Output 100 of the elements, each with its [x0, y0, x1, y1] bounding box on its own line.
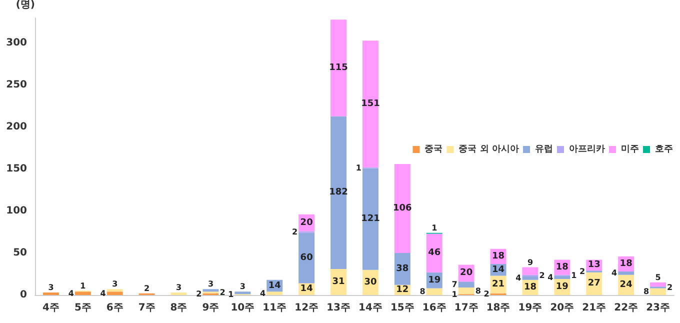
- bar: [42, 292, 59, 295]
- data-label: 18: [492, 251, 505, 262]
- x-tick-label: 18주: [486, 302, 510, 314]
- data-label: 2: [667, 282, 673, 292]
- data-label: 1: [356, 163, 362, 172]
- bar: [426, 234, 442, 272]
- data-label: 1: [452, 290, 458, 300]
- data-label: 2: [539, 271, 545, 280]
- legend-label: 아프리카: [569, 144, 605, 154]
- data-label: 13: [588, 260, 600, 270]
- x-tick-label: 11주: [262, 302, 287, 314]
- data-label: 7: [452, 280, 458, 290]
- data-label: 5: [655, 272, 662, 282]
- data-label: 38: [396, 264, 409, 274]
- bar: [106, 292, 123, 295]
- data-label: 4: [68, 288, 74, 298]
- data-label: 19: [428, 275, 441, 286]
- bar: [362, 40, 378, 168]
- data-label: 18: [620, 258, 632, 269]
- legend-label: 미주: [621, 144, 639, 154]
- bar: [362, 168, 378, 270]
- data-label: 2: [144, 284, 150, 293]
- x-tick-label: 15주: [390, 302, 414, 314]
- data-label: 18: [556, 262, 568, 272]
- data-label: 1: [571, 270, 578, 280]
- x-tick-label: 6주: [106, 302, 124, 314]
- bar: [426, 288, 442, 295]
- data-label: 3: [112, 280, 118, 289]
- bar: [458, 282, 474, 288]
- data-label: 46: [428, 248, 441, 258]
- x-tick-label: 19주: [518, 302, 542, 314]
- x-tick-label: 16주: [422, 302, 446, 314]
- bar: [170, 292, 187, 295]
- data-label: 60: [300, 253, 313, 264]
- bar: [298, 232, 315, 284]
- data-label: 21: [492, 280, 505, 290]
- data-label: 12: [396, 284, 409, 295]
- x-tick-label: 8주: [170, 302, 188, 314]
- data-label: 4: [516, 274, 522, 283]
- x-tick-label: 10주: [230, 302, 255, 314]
- data-label: 2: [292, 228, 298, 237]
- data-label: 4: [612, 268, 618, 278]
- data-label: 2: [580, 266, 586, 276]
- bar: [234, 292, 251, 294]
- data-label: 19: [556, 282, 568, 292]
- bar: [522, 276, 538, 280]
- bar: [330, 20, 347, 116]
- legend-label: 유럽: [535, 144, 553, 154]
- data-label: 9: [527, 258, 534, 267]
- data-label: 20: [300, 218, 313, 228]
- data-label: 8: [475, 286, 482, 296]
- y-tick-label: 300: [6, 38, 28, 49]
- data-label: 3: [208, 280, 214, 289]
- x-tick-label: 20주: [550, 302, 574, 314]
- bar: [650, 282, 666, 287]
- data-label: 3: [240, 282, 246, 292]
- data-label: 2: [196, 290, 202, 299]
- data-label: 8: [643, 287, 650, 296]
- data-label: 24: [620, 280, 632, 290]
- x-tick-label: 13주: [326, 302, 350, 314]
- data-label: 8: [420, 287, 426, 296]
- legend-label: 호주: [655, 144, 673, 154]
- data-label: 18: [524, 282, 536, 292]
- legend-label: 중국 외 아시아: [458, 144, 520, 154]
- y-tick-label: 250: [6, 80, 28, 91]
- y-tick-label: 150: [6, 164, 28, 175]
- bar: [266, 292, 283, 295]
- x-tick-label: 12주: [294, 302, 319, 314]
- x-tick-label: 5주: [74, 302, 92, 314]
- data-label: 106: [393, 204, 412, 214]
- y-tick-label: 0: [20, 290, 28, 300]
- x-tick-label: 23주: [646, 302, 670, 314]
- data-label: 2: [484, 290, 490, 299]
- bar: [106, 289, 123, 292]
- bar: [554, 276, 570, 280]
- bar: [330, 116, 347, 269]
- x-tick-label: 21주: [582, 302, 606, 314]
- bar: [650, 288, 666, 295]
- x-tick-label: 7주: [138, 302, 156, 314]
- data-label: 151: [361, 99, 380, 110]
- data-label: 115: [329, 62, 348, 73]
- x-tick-label: 9주: [202, 302, 220, 314]
- data-label: 31: [332, 276, 345, 287]
- y-tick-label: 200: [6, 122, 28, 133]
- data-label: 30: [364, 277, 377, 288]
- data-label: 14: [300, 284, 313, 294]
- legend-label: 중국: [424, 144, 443, 154]
- data-label: 4: [260, 288, 266, 298]
- data-label: 14: [268, 280, 281, 291]
- y-tick-label: 50: [13, 248, 28, 259]
- y-axis-title: (명): [16, 0, 35, 10]
- bar: [394, 164, 410, 254]
- data-label: 1: [80, 281, 86, 290]
- y-tick-label: 100: [6, 206, 28, 217]
- data-label: 4: [100, 288, 106, 298]
- bar: [458, 287, 474, 294]
- data-label: 14: [492, 264, 505, 275]
- data-label: 3: [176, 282, 182, 292]
- data-label: 1: [228, 290, 234, 300]
- data-label: 27: [588, 278, 600, 289]
